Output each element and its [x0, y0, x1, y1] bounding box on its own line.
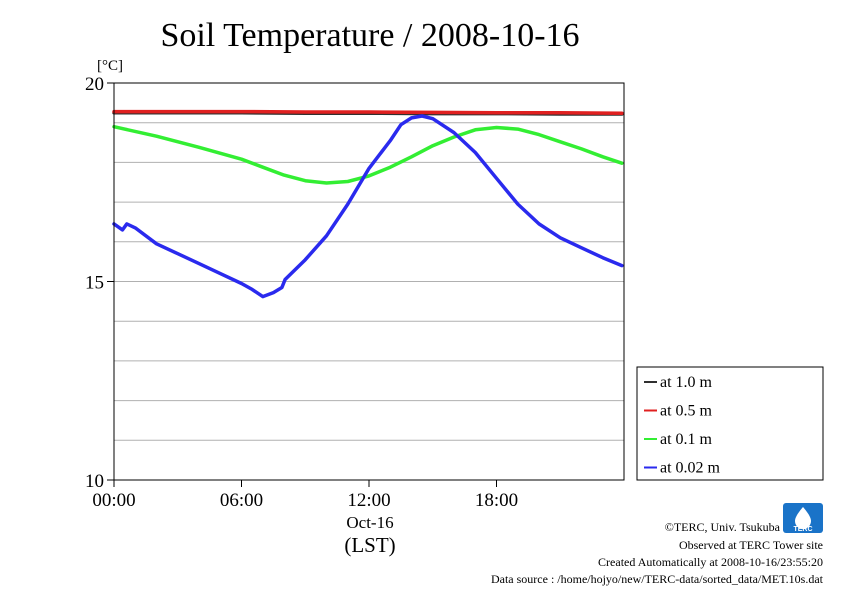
- legend: at 1.0 m at 0.5 m at 0.1 m at 0.02 m: [636, 366, 824, 481]
- legend-box: [636, 366, 824, 481]
- y-tick-label: 10: [85, 471, 104, 492]
- x-tick-label: 00:00: [92, 490, 135, 511]
- x-tick-label: 06:00: [220, 490, 263, 511]
- series-lines: [112, 109, 624, 299]
- data-source-text: Data source : /home/hojyo/new/TERC-data/…: [491, 572, 824, 586]
- y-axis-ticks: 20 15 10: [85, 74, 114, 492]
- copyright-text: ©TERC, Univ. Tsukuba: [665, 520, 781, 534]
- observed-text: Observed at TERC Tower site: [679, 538, 823, 552]
- series-line-at-0-02-m: [112, 114, 624, 299]
- x-axis-title: (LST): [344, 533, 395, 557]
- grid-lines: [114, 122, 624, 441]
- series-line-at-0-1-m: [112, 124, 624, 185]
- y-tick-label: 20: [85, 74, 104, 95]
- x-axis-date-label: Oct-16: [346, 513, 393, 532]
- y-axis-unit: [°C]: [97, 58, 123, 74]
- x-tick-label: 18:00: [475, 490, 518, 511]
- legend-label-at-0-02-m: at 0.02 m: [660, 460, 721, 477]
- series-line-at-0-5-m: [112, 109, 624, 115]
- terc-logo: TERC: [783, 503, 823, 533]
- x-tick-label: 12:00: [347, 490, 390, 511]
- legend-label-at-0-5-m: at 0.5 m: [660, 403, 713, 420]
- legend-label-at-1-0-m: at 1.0 m: [660, 374, 713, 391]
- legend-label-at-0-1-m: at 0.1 m: [660, 431, 713, 448]
- chart-title: Soil Temperature / 2008-10-16: [160, 17, 579, 54]
- logo-text: TERC: [793, 526, 812, 533]
- created-text: Created Automatically at 2008-10-16/23:5…: [598, 555, 823, 569]
- y-tick-label: 15: [85, 273, 104, 294]
- x-axis-ticks: 00:00 06:00 12:00 18:00: [92, 480, 518, 511]
